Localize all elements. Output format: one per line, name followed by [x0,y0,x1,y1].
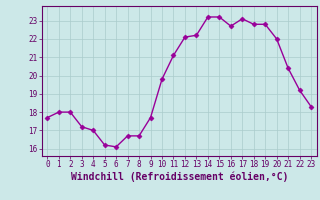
X-axis label: Windchill (Refroidissement éolien,°C): Windchill (Refroidissement éolien,°C) [70,172,288,182]
